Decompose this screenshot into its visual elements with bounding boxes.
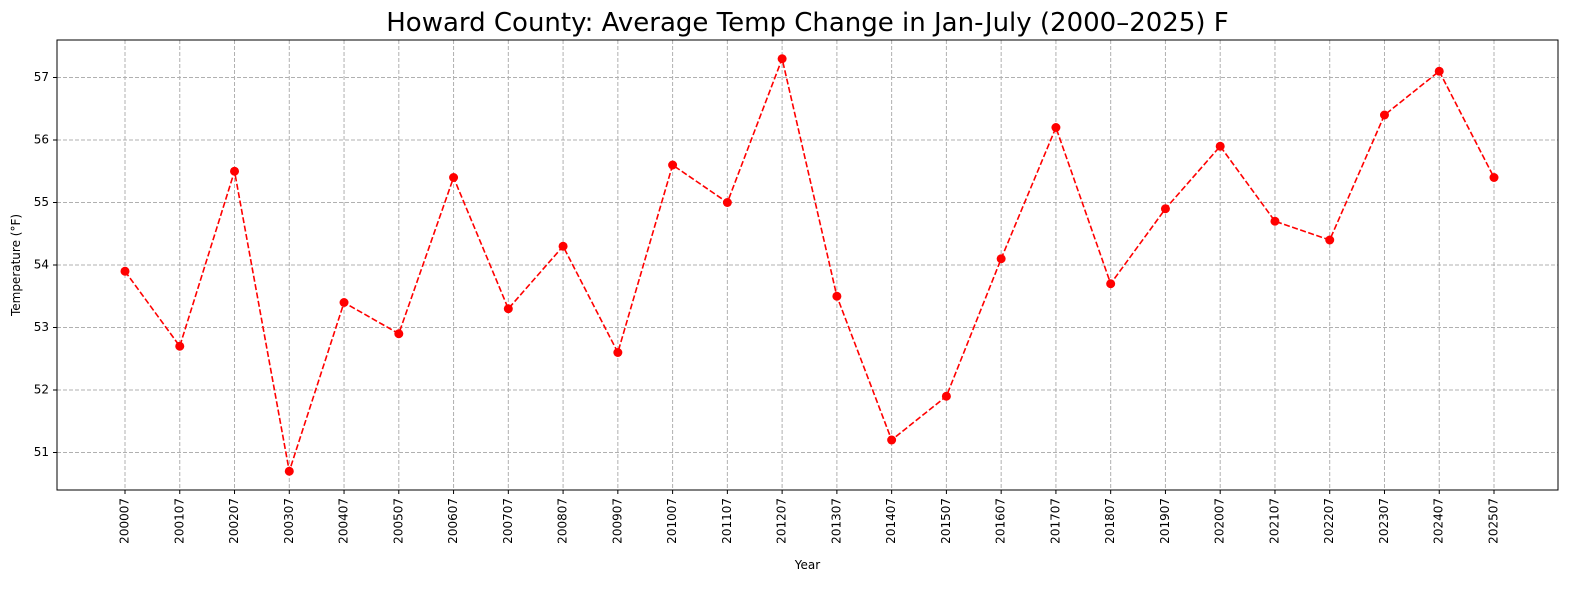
x-tick-label: 200307: [282, 498, 296, 544]
x-tick-label: 201207: [775, 498, 789, 544]
x-tick-label: 200007: [118, 498, 132, 544]
data-point: [1106, 279, 1116, 289]
y-tick-label: 52: [34, 383, 49, 397]
x-tick-label: 201507: [939, 498, 953, 544]
x-tick-label: 202307: [1377, 498, 1391, 544]
x-tick-label: 202107: [1267, 498, 1281, 544]
x-tick-label: 200407: [337, 498, 351, 544]
x-tick-label: 201707: [1048, 498, 1062, 544]
y-tick-label: 56: [34, 133, 49, 147]
data-point: [668, 160, 678, 170]
x-tick-label: 201607: [994, 498, 1008, 544]
x-tick-label: 201307: [829, 498, 843, 544]
data-point: [284, 466, 294, 476]
data-point: [1160, 204, 1170, 214]
y-tick-label: 57: [34, 70, 49, 84]
x-tick-label: 200507: [391, 498, 405, 544]
x-tick-label: 202207: [1322, 498, 1336, 544]
data-point: [1379, 110, 1389, 120]
data-point: [230, 166, 240, 176]
data-point: [175, 341, 185, 351]
data-point: [1434, 66, 1444, 76]
plot-area-frame: [56, 39, 1559, 491]
y-tick-label: 51: [34, 445, 49, 459]
x-tick-label: 201107: [720, 498, 734, 544]
data-point: [941, 391, 951, 401]
x-tick-label: 200907: [610, 498, 624, 544]
data-point: [722, 198, 732, 207]
grid: [57, 40, 1558, 490]
x-tick-label: 201907: [1158, 498, 1172, 544]
x-tick-label: 202507: [1487, 498, 1501, 544]
data-point: [887, 435, 897, 445]
x-axis-ticks: 200007 200107 200207 200307 200407 200507 2006…: [118, 490, 1501, 544]
data-point: [832, 291, 842, 301]
data-point: [1215, 141, 1225, 151]
y-tick-label: 55: [34, 195, 49, 209]
x-tick-label: 200707: [501, 498, 515, 544]
x-tick-label: 201007: [665, 498, 679, 544]
x-axis-label: Year: [794, 558, 820, 572]
data-point: [339, 298, 349, 307]
series-layer: [120, 54, 1499, 476]
x-tick-label: 200207: [227, 498, 241, 544]
x-tick-label: 200607: [446, 498, 460, 544]
x-tick-label: 200807: [556, 498, 570, 544]
series-line: [124, 56, 1495, 472]
chart-title: Howard County: Average Temp Change in Ja…: [386, 8, 1229, 38]
x-tick-label: 202007: [1213, 498, 1227, 544]
x-tick-label: 200107: [172, 498, 186, 544]
data-point: [1270, 216, 1280, 226]
x-tick-label: 202407: [1432, 498, 1446, 544]
data-point: [613, 348, 623, 357]
data-point: [1051, 123, 1061, 132]
data-point: [1489, 173, 1499, 182]
data-point: [449, 173, 459, 182]
data-point: [394, 329, 404, 339]
data-point: [1325, 235, 1335, 245]
data-point: [996, 254, 1006, 264]
x-tick-label: 201407: [884, 498, 898, 544]
data-point: [503, 304, 513, 314]
y-axis-ticks: 51 52 53 54 55 56 57: [34, 70, 57, 459]
data-point: [777, 54, 787, 64]
y-axis-label: Temperature (°F): [9, 214, 23, 317]
y-tick-label: 54: [34, 258, 49, 272]
data-point: [558, 241, 568, 251]
x-tick-label: 201807: [1103, 498, 1117, 544]
data-point: [120, 266, 130, 276]
y-tick-label: 53: [34, 320, 49, 334]
